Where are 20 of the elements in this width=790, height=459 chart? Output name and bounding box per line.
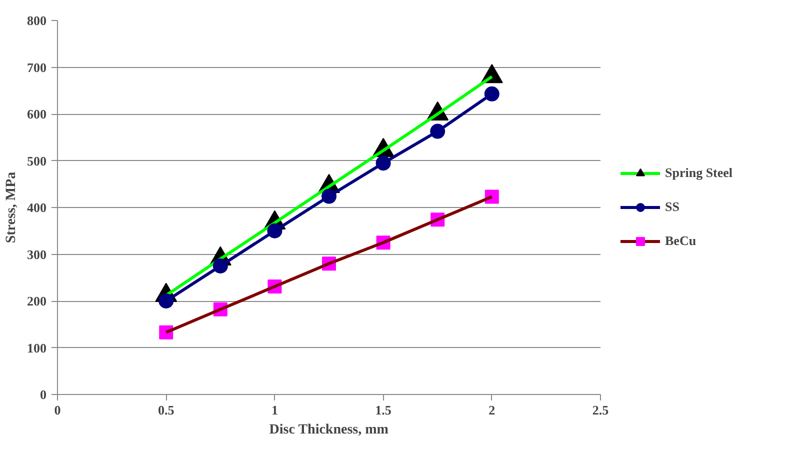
x-tick-label: 2	[488, 402, 496, 418]
y-tick-label: 500	[27, 153, 46, 168]
y-tick-label: 200	[27, 294, 46, 308]
x-tick-label: 0	[54, 402, 61, 418]
y-tick-label: 300	[27, 246, 46, 262]
y-axis-title: Stress, MPa	[4, 172, 19, 244]
y-tick-label: 100	[27, 340, 46, 356]
x-tick-label: 1	[271, 402, 278, 418]
x-axis-title: Disc Thickness, mm	[269, 422, 389, 438]
y-tick-label: 0	[40, 387, 46, 402]
y-tick-label: 700	[27, 60, 46, 75]
legend-label: BeCu	[665, 233, 696, 249]
x-tick-label: 0.5	[158, 402, 175, 418]
y-tick-label: 400	[27, 200, 46, 215]
y-tick-label: 600	[27, 106, 46, 122]
y-tick-label: 800	[27, 13, 46, 28]
legend-label: Spring Steel	[665, 165, 733, 181]
x-tick-label: 1.5	[375, 402, 392, 418]
legend-label: SS	[665, 199, 680, 215]
x-tick-label: 2.5	[592, 402, 610, 418]
